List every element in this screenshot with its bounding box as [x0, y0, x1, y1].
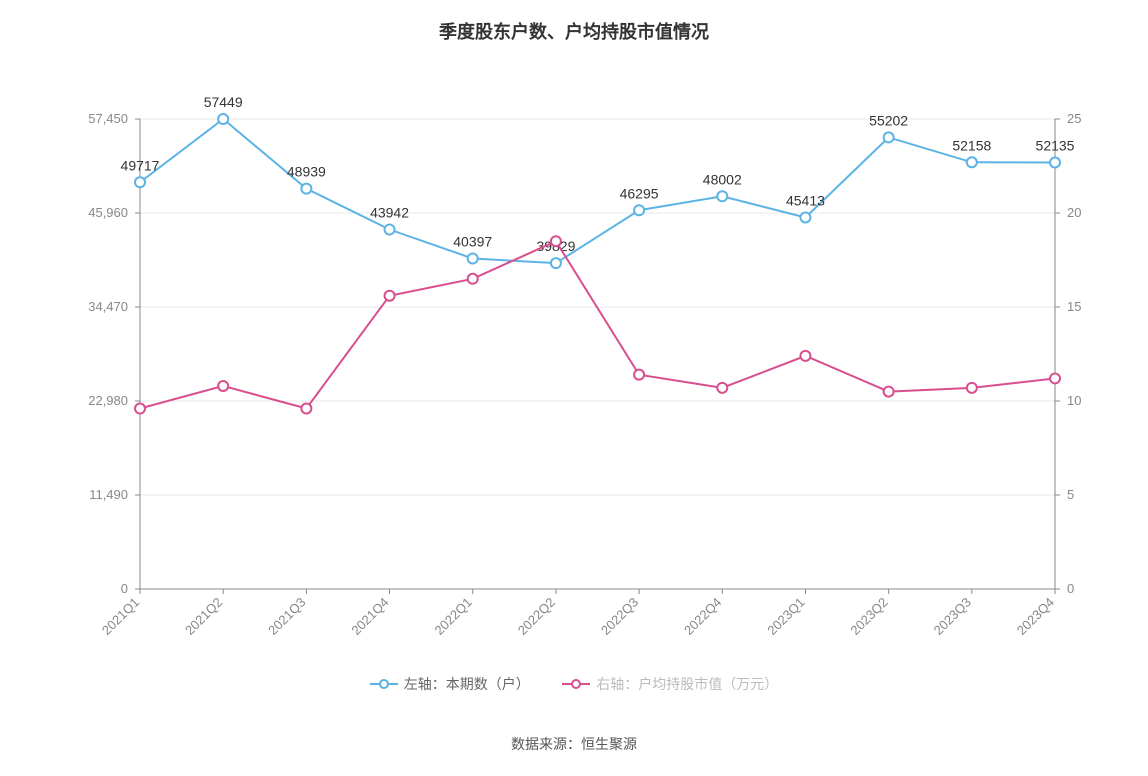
x-tick-label: 2023Q4 — [1014, 595, 1057, 638]
series-marker-left — [301, 184, 311, 194]
legend-marker-left — [370, 677, 398, 691]
series-marker-left — [135, 177, 145, 187]
series-marker-right — [468, 274, 478, 284]
y-right-tick-label: 25 — [1067, 111, 1081, 126]
series-marker-right — [218, 381, 228, 391]
data-source-label: 数据来源：恒生聚源 — [0, 696, 1148, 754]
y-left-tick-label: 0 — [121, 581, 128, 596]
x-tick-label: 2022Q1 — [432, 595, 475, 638]
series-marker-right — [551, 236, 561, 246]
chart-title: 季度股东户数、户均持股市值情况 — [0, 0, 1148, 44]
x-tick-label: 2022Q2 — [515, 595, 558, 638]
legend-label-right: 右轴：户均持股市值（万元） — [596, 674, 778, 694]
y-left-tick-label: 45,960 — [88, 205, 128, 220]
series-marker-left — [218, 114, 228, 124]
data-label-left: 55202 — [869, 112, 908, 128]
y-right-tick-label: 10 — [1067, 393, 1081, 408]
series-marker-right — [800, 351, 810, 361]
series-marker-left — [634, 205, 644, 215]
x-tick-label: 2021Q3 — [265, 595, 308, 638]
data-label-left: 45413 — [786, 192, 825, 208]
legend: 左轴：本期数（户） 右轴：户均持股市值（万元） — [0, 664, 1148, 696]
y-left-tick-label: 34,470 — [88, 299, 128, 314]
series-marker-right — [634, 370, 644, 380]
series-marker-right — [717, 383, 727, 393]
y-right-tick-label: 5 — [1067, 487, 1074, 502]
series-marker-left — [468, 254, 478, 264]
data-label-left: 43942 — [370, 205, 409, 221]
x-tick-label: 2023Q3 — [931, 595, 974, 638]
x-tick-label: 2021Q2 — [182, 595, 225, 638]
y-right-tick-label: 0 — [1067, 581, 1074, 596]
data-label-left: 49717 — [121, 157, 160, 173]
y-left-tick-label: 11,490 — [89, 487, 128, 502]
data-label-left: 57449 — [204, 94, 243, 110]
series-line-left — [140, 119, 1055, 263]
y-right-tick-label: 20 — [1067, 205, 1081, 220]
legend-marker-right — [562, 677, 590, 691]
x-tick-label: 2023Q2 — [847, 595, 890, 638]
x-tick-label: 2022Q4 — [681, 595, 724, 638]
x-tick-label: 2021Q4 — [348, 595, 391, 638]
legend-item-left: 左轴：本期数（户） — [370, 674, 530, 694]
series-marker-left — [967, 157, 977, 167]
data-label-left: 48939 — [287, 164, 326, 180]
x-tick-label: 2022Q3 — [598, 595, 641, 638]
series-marker-left — [385, 225, 395, 235]
series-marker-right — [135, 404, 145, 414]
chart-container: 季度股东户数、户均持股市值情况 0 11,490 22,980 34,470 45,96… — [0, 0, 1148, 776]
data-label-left: 52158 — [952, 137, 991, 153]
series-marker-right — [884, 387, 894, 397]
data-label-left: 52135 — [1036, 137, 1075, 153]
series-line-right — [140, 241, 1055, 408]
data-label-left: 46295 — [620, 185, 659, 201]
data-label-left: 40397 — [453, 234, 492, 250]
series-marker-left — [551, 258, 561, 268]
chart-svg: 011,49022,98034,47045,96057,450051015202… — [0, 44, 1148, 664]
y-left-tick-label: 22,980 — [88, 393, 128, 408]
series-marker-left — [884, 132, 894, 142]
series-marker-left — [800, 212, 810, 222]
x-tick-label: 2023Q1 — [764, 595, 807, 638]
series-marker-left — [717, 191, 727, 201]
legend-label-left: 左轴：本期数（户） — [404, 674, 530, 694]
y-right-tick-label: 15 — [1067, 299, 1081, 314]
series-marker-right — [385, 291, 395, 301]
x-tick-label: 2021Q1 — [99, 595, 142, 638]
series-marker-left — [1050, 157, 1060, 167]
data-label-left: 48002 — [703, 171, 742, 187]
series-marker-right — [1050, 373, 1060, 383]
y-left-tick-label: 57,450 — [88, 111, 128, 126]
legend-item-right: 右轴：户均持股市值（万元） — [562, 674, 778, 694]
series-marker-right — [967, 383, 977, 393]
series-marker-right — [301, 404, 311, 414]
